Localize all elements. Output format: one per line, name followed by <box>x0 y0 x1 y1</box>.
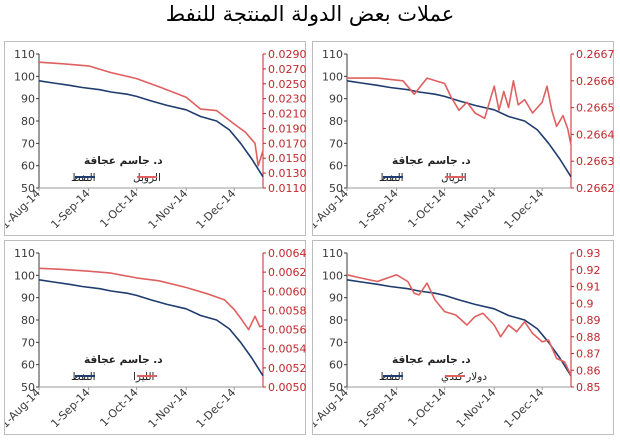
y-left-tick-label: 110 <box>14 247 35 260</box>
x-tick-label: 1-Nov-14 <box>454 187 499 232</box>
y-right-tick-label: 0.2662 <box>576 182 615 195</box>
y-left-tick-label: 50 <box>329 381 343 394</box>
y-left-tick-label: 70 <box>21 336 35 349</box>
y-left-tick-label: 100 <box>322 70 343 83</box>
series-line-currency <box>38 61 264 167</box>
chart-panel-lira: 110 100 90 80 70 60 50 0.0064 0.0062 0.0060 0.0058… <box>4 240 307 435</box>
y-left-tick-label: 90 <box>329 292 343 305</box>
x-tick-label: 1-Dec-14 <box>194 187 239 232</box>
y-right-tick-label: 0.2664 <box>576 128 615 141</box>
y-left-tick-label: 60 <box>329 359 343 372</box>
y-right-tick-label: 0.87 <box>576 348 601 361</box>
y-left-tick-label: 80 <box>329 314 343 327</box>
y-right-tick-label: 0.0054 <box>268 343 307 356</box>
y-left-tick-label: 50 <box>21 381 35 394</box>
x-tick-label: 1-Oct-14 <box>405 187 448 230</box>
y-left-tick-label: 90 <box>329 93 343 106</box>
y-right-tick-label: 0.2666 <box>576 75 615 88</box>
y-left-tick-label: 100 <box>14 269 35 282</box>
author-label: د. جاسم عجاقة <box>84 155 163 167</box>
chart-svg-lira: 110 100 90 80 70 60 50 0.0064 0.0062 0.0060 0.0058… <box>5 247 307 431</box>
y-left-tick-label: 110 <box>322 247 343 260</box>
x-tick-label: 1-Nov-14 <box>146 187 191 232</box>
chart-svg-ruble: 110 100 90 80 70 60 50 0.0290 0.0270 0.0250 0.0230… <box>5 48 307 232</box>
series-line-currency <box>38 267 264 331</box>
y-right-tick-label: 0.93 <box>576 247 601 260</box>
y-left-tick-label: 60 <box>21 359 35 372</box>
y-left-tick-label: 90 <box>21 93 35 106</box>
y-left-tick-label: 70 <box>329 137 343 150</box>
chart-svg-riyal: 110 100 90 80 70 60 50 0.2667 0.2666 0.2665 0.2664… <box>313 48 615 232</box>
chart-svg-cad: 110 100 90 80 70 60 50 0.93 0.92 0.91 0.9 0.89 0.88 0… <box>313 247 601 431</box>
y-left-tick-label: 70 <box>329 336 343 349</box>
y-left-tick-label: 60 <box>21 160 35 173</box>
y-right-tick-label: 0.88 <box>576 331 601 344</box>
y-right-tick-label: 0.0130 <box>268 167 307 180</box>
chart-panel-cad: 110 100 90 80 70 60 50 0.93 0.92 0.91 0.9 0.89 0.88 0… <box>312 240 614 435</box>
x-tick-label: 1-Sep-14 <box>356 386 400 430</box>
y-right-tick-label: 0.0250 <box>268 78 307 91</box>
y-right-tick-label: 0.0064 <box>268 247 307 260</box>
y-right-tick-label: 0.0110 <box>268 182 307 195</box>
y-right-tick-label: 0.0056 <box>268 324 307 337</box>
y-right-tick-label: 0.0052 <box>268 362 307 375</box>
y-right-tick-label: 0.0050 <box>268 381 307 394</box>
series-line-oil <box>346 80 572 178</box>
y-right-tick-label: 0.0150 <box>268 152 307 165</box>
y-right-tick-label: 0.2663 <box>576 155 615 168</box>
y-right-tick-label: 0.0060 <box>268 285 307 298</box>
y-left-tick-label: 110 <box>14 48 35 61</box>
y-left-tick-label: 110 <box>322 48 343 61</box>
y-right-tick-label: 0.0210 <box>268 108 307 121</box>
y-right-tick-label: 0.0190 <box>268 122 307 135</box>
y-right-tick-label: 0.86 <box>576 364 601 377</box>
y-left-tick-label: 80 <box>21 115 35 128</box>
x-tick-label: 1-Dec-14 <box>502 187 547 232</box>
y-left-tick-label: 80 <box>329 115 343 128</box>
y-right-tick-label: 0.0058 <box>268 304 307 317</box>
y-right-tick-label: 0.0290 <box>268 48 307 61</box>
y-right-tick-label: 0.0170 <box>268 137 307 150</box>
y-right-tick-label: 0.92 <box>576 264 601 277</box>
series-line-oil <box>38 80 264 178</box>
x-tick-label: 1-Nov-14 <box>454 386 499 431</box>
series-line-currency <box>346 273 572 376</box>
y-right-tick-label: 0.91 <box>576 281 601 294</box>
page-title: عملات بعض الدولة المنتجة للنفط <box>165 2 455 26</box>
chart-panel-ruble: 110 100 90 80 70 60 50 0.0290 0.0270 0.0250 0.0230… <box>4 41 307 236</box>
y-left-tick-label: 100 <box>14 70 35 83</box>
y-right-tick-label: 0.0270 <box>268 63 307 76</box>
author-label: د. جاسم عجاقة <box>392 354 471 366</box>
y-right-tick-label: 0.9 <box>576 297 594 310</box>
y-left-tick-label: 70 <box>21 137 35 150</box>
y-left-tick-label: 60 <box>329 160 343 173</box>
y-right-tick-label: 0.85 <box>576 381 601 394</box>
y-right-tick-label: 0.89 <box>576 314 601 327</box>
x-tick-label: 1-Sep-14 <box>48 187 92 231</box>
x-tick-label: 1-Nov-14 <box>146 386 191 431</box>
y-left-tick-label: 80 <box>21 314 35 327</box>
y-right-tick-label: 0.2665 <box>576 102 615 115</box>
y-left-tick-label: 50 <box>329 182 343 195</box>
author-label: د. جاسم عجاقة <box>392 155 471 167</box>
x-tick-label: 1-Dec-14 <box>502 386 547 431</box>
series-line-oil <box>38 279 264 377</box>
y-right-tick-label: 0.2667 <box>576 48 615 61</box>
y-right-tick-label: 0.0230 <box>268 93 307 106</box>
x-tick-label: 1-Oct-14 <box>97 187 140 230</box>
x-tick-label: 1-Dec-14 <box>194 386 239 431</box>
x-tick-label: 1-Oct-14 <box>97 386 140 429</box>
x-tick-label: 1-Sep-14 <box>356 187 400 231</box>
chart-panel-riyal: 110 100 90 80 70 60 50 0.2667 0.2666 0.2665 0.2664… <box>312 41 615 236</box>
x-tick-label: 1-Sep-14 <box>48 386 92 430</box>
y-left-tick-label: 50 <box>21 182 35 195</box>
y-left-tick-label: 90 <box>21 292 35 305</box>
y-right-tick-label: 0.0062 <box>268 266 307 279</box>
y-left-tick-label: 100 <box>322 269 343 282</box>
author-label: د. جاسم عجاقة <box>84 354 163 366</box>
x-tick-label: 1-Oct-14 <box>405 386 448 429</box>
series-line-oil <box>346 279 572 377</box>
series-line-currency <box>347 77 572 146</box>
